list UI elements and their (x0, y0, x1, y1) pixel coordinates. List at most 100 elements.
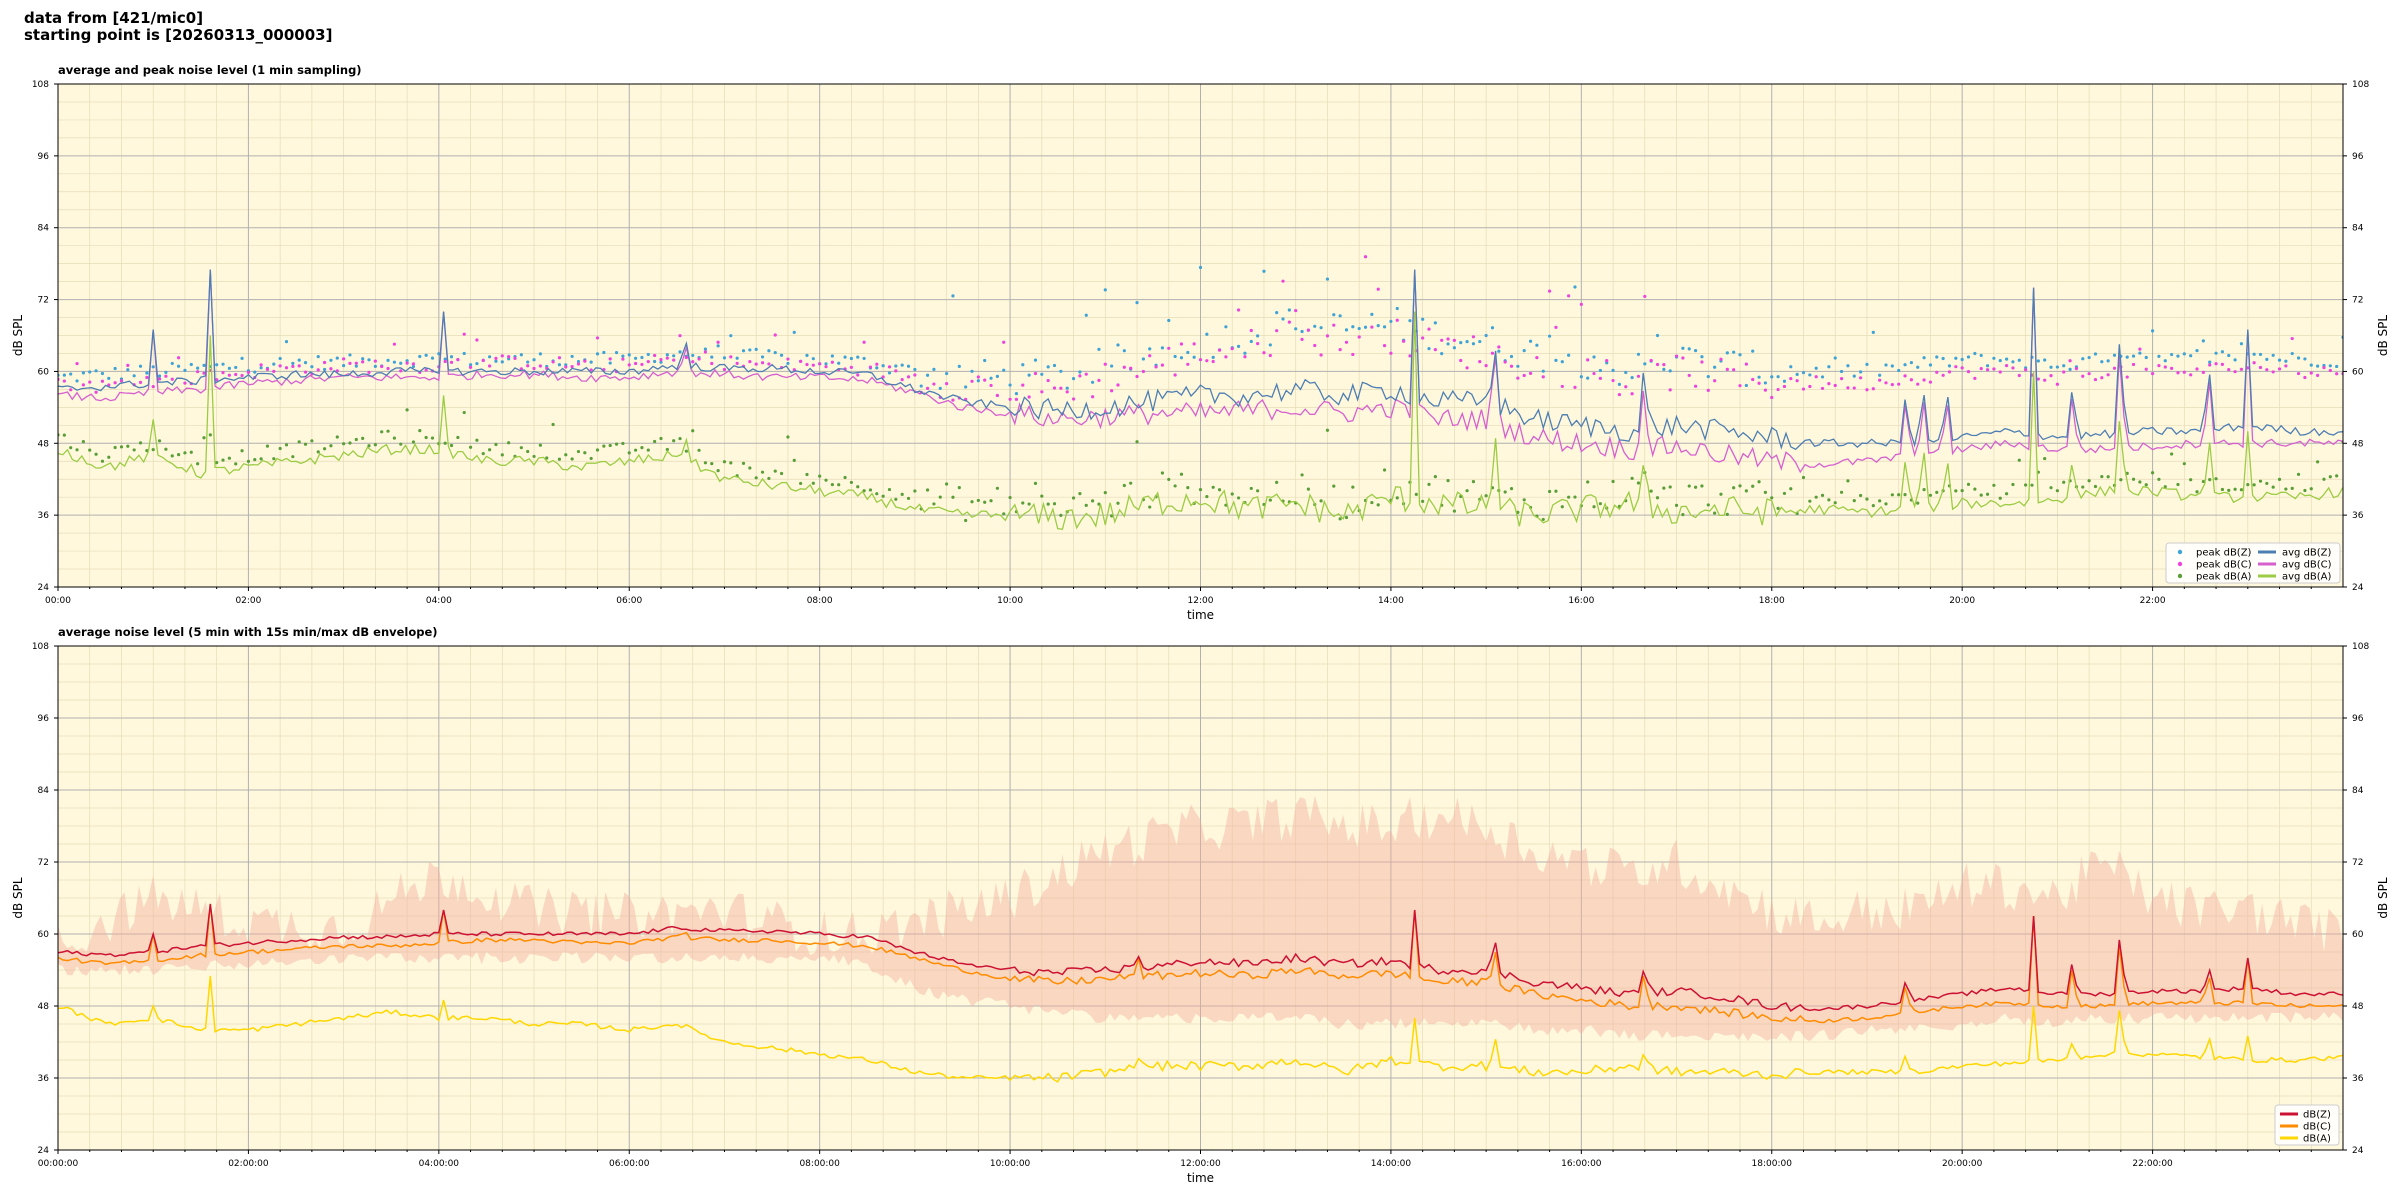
peak-c-point (81, 383, 85, 387)
peak-z-point (373, 364, 377, 368)
peak-z-point (2233, 358, 2237, 362)
peak-z-point (735, 356, 739, 360)
peak-c-point (570, 364, 574, 369)
peak-z-point (81, 371, 85, 375)
peak-c-point (1560, 384, 1564, 389)
peak-z-point (1071, 377, 1076, 381)
peak-a-point (1833, 501, 1837, 505)
peak-c-point (291, 364, 295, 369)
peak-c-point (653, 353, 657, 358)
peak-c-point (1440, 338, 1444, 342)
peak-z-point (443, 357, 447, 361)
peak-z-point (1535, 343, 1539, 347)
peak-z-point (2176, 354, 2180, 358)
peak-a-point (278, 446, 282, 451)
peak-a-point (640, 446, 644, 450)
peak-z-point (291, 361, 295, 365)
peak-c-point (1021, 383, 1025, 387)
peak-z-point (1592, 355, 1596, 359)
peak-c-point (786, 357, 790, 361)
peak-c-point (1002, 340, 1006, 344)
peak-z-point (138, 364, 143, 368)
x-tick-label: 10:00 (997, 596, 1023, 606)
peak-z-point (1040, 372, 1044, 376)
peak-z-point (2316, 364, 2320, 368)
peak-c-point (1160, 363, 1165, 367)
peak-z-point (710, 355, 714, 359)
peak-a-point (1332, 484, 1336, 488)
peak-c-point (1408, 354, 1412, 358)
x-axis-label: time (1187, 1171, 1214, 1185)
peak-z-point (1541, 369, 1545, 373)
peak-z-point (348, 353, 352, 357)
peak-c-point (1941, 373, 1945, 377)
peak-c-point (1421, 336, 1425, 340)
peak-c-point (1598, 376, 1602, 380)
peak-z-point (284, 339, 289, 344)
peak-a-point (1084, 503, 1088, 507)
peak-c-point (564, 365, 568, 369)
peak-c-point (278, 364, 282, 368)
peak-z-point (2195, 348, 2199, 353)
peak-a-point (342, 442, 346, 446)
peak-c-point (2068, 359, 2072, 363)
peak-c-point (1801, 387, 1806, 391)
y-tick-label-right: 84 (2352, 224, 2364, 234)
peak-a-point (361, 436, 365, 441)
peak-a-point (957, 486, 961, 490)
peak-z-point (913, 367, 917, 372)
peak-c-point (1370, 325, 1374, 329)
peak-z-point (1370, 312, 1374, 316)
peak-a-point (538, 443, 542, 447)
peak-z-point (240, 356, 244, 360)
peak-c-point (1497, 345, 1501, 349)
peak-c-point (157, 377, 162, 381)
peak-z-point (1865, 362, 1869, 367)
peak-c-point (621, 357, 625, 361)
peak-a-point (564, 453, 568, 457)
peak-c-point (818, 362, 822, 366)
peak-z-point (595, 352, 600, 356)
peak-a-point (215, 461, 219, 465)
peak-a-point (2055, 489, 2059, 493)
peak-z-point (837, 361, 841, 365)
peak-a-point (716, 469, 720, 473)
peak-c-point (913, 373, 917, 377)
peak-z-point (1782, 379, 1787, 383)
peak-a-point (1370, 500, 1374, 505)
peak-a-point (1002, 512, 1006, 516)
peak-a-point (132, 448, 136, 452)
peak-a-point (2328, 475, 2332, 479)
peak-c-point (1776, 387, 1780, 392)
peak-a-point (1541, 517, 1545, 522)
peak-a-point (151, 448, 155, 452)
peak-a-point (894, 497, 898, 501)
peak-c-point (1966, 370, 1971, 374)
peak-z-point (2170, 352, 2174, 357)
peak-a-point (1338, 517, 1342, 521)
peak-a-point (913, 489, 917, 493)
peak-z-point (2100, 360, 2104, 364)
peak-a-point (1433, 475, 1437, 479)
peak-a-point (367, 444, 371, 448)
peak-c-point (1205, 359, 1209, 363)
peak-a-point (557, 457, 562, 461)
peak-a-point (443, 441, 447, 445)
peak-z-point (100, 371, 105, 376)
peak-z-point (164, 370, 168, 374)
peak-a-point (2227, 488, 2231, 492)
peak-z-point (1820, 375, 1825, 379)
peak-z-point (405, 359, 409, 363)
peak-c-point (589, 368, 593, 372)
peak-z-point (945, 371, 949, 376)
peak-a-point (2284, 487, 2288, 491)
peak-c-point (2189, 373, 2193, 377)
peak-a-point (1421, 499, 1425, 503)
peak-z-point (329, 358, 333, 362)
peak-z-point (1668, 369, 1672, 373)
legend-label: avg dB(Z) (2282, 548, 2332, 559)
peak-c-point (2227, 367, 2231, 372)
legend-label: avg dB(A) (2282, 572, 2332, 583)
peak-c-point (1992, 367, 1996, 371)
peak-c-point (678, 334, 682, 338)
